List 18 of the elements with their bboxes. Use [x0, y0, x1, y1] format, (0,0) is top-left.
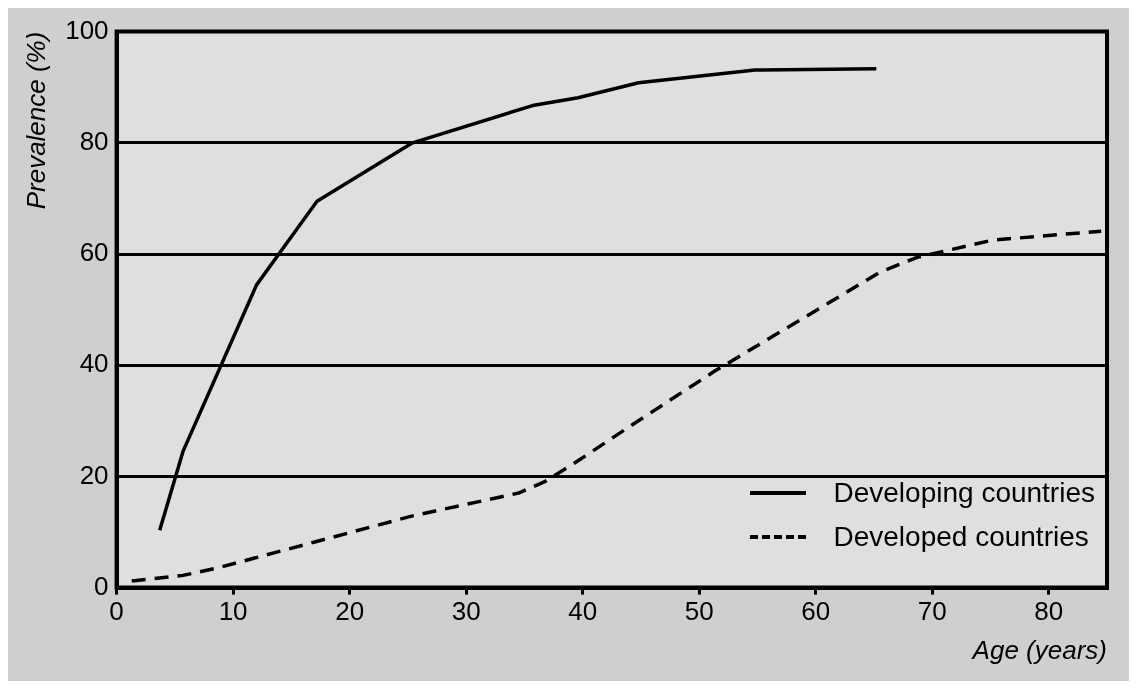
- x-tick-label: 50: [684, 596, 714, 627]
- x-tick-label: 40: [568, 596, 598, 627]
- y-tick-label: 40: [79, 348, 109, 379]
- x-tick-label: 70: [917, 596, 947, 627]
- y-tick-label: 100: [65, 14, 109, 45]
- legend-label: Developed countries: [833, 521, 1089, 553]
- y-tick-label: 20: [79, 459, 109, 490]
- y-axis-title: Prevalence (%): [20, 31, 51, 210]
- x-tick-label: 60: [801, 596, 831, 627]
- x-tick-label: 10: [218, 596, 248, 627]
- legend-label: Developing countries: [833, 477, 1095, 509]
- x-tick-label: 30: [451, 596, 481, 627]
- x-tick-label: 20: [335, 596, 365, 627]
- x-tick-label: 80: [1034, 596, 1064, 627]
- y-tick-label: 60: [79, 237, 109, 268]
- x-axis-title: Age (years): [970, 634, 1107, 665]
- y-tick-label: 0: [94, 570, 109, 601]
- y-tick-label: 80: [79, 125, 109, 156]
